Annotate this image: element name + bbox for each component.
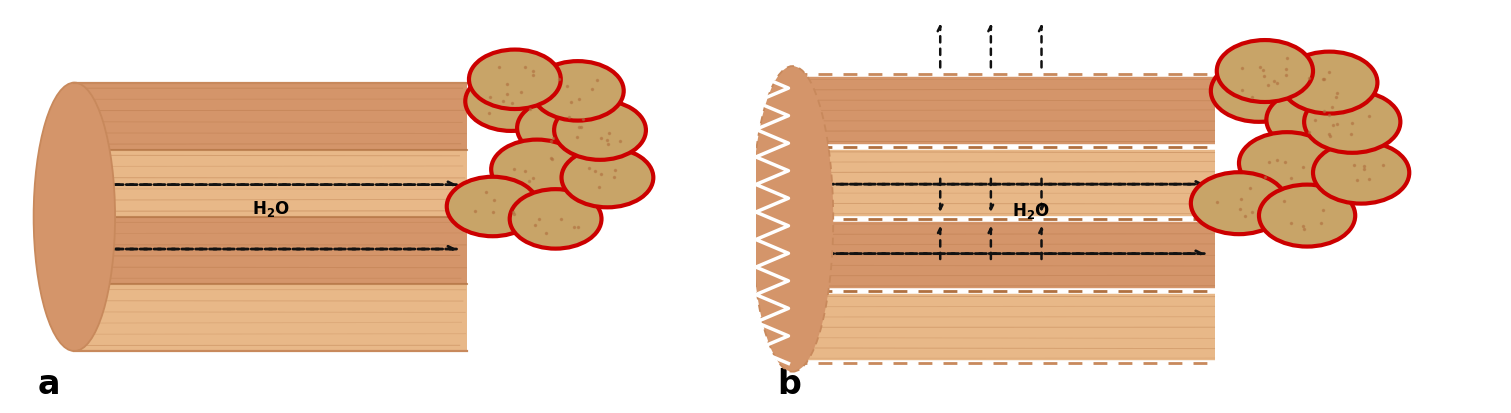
Ellipse shape <box>517 98 609 158</box>
Ellipse shape <box>447 177 538 236</box>
Ellipse shape <box>1216 40 1313 102</box>
FancyBboxPatch shape <box>792 147 1215 219</box>
FancyBboxPatch shape <box>792 291 1215 363</box>
Text: $\mathbf{H_2O}$: $\mathbf{H_2O}$ <box>251 199 290 218</box>
Text: $\mathbf{H_2O}$: $\mathbf{H_2O}$ <box>1012 201 1050 221</box>
FancyBboxPatch shape <box>74 150 467 217</box>
Ellipse shape <box>1313 142 1410 204</box>
Ellipse shape <box>1191 172 1287 234</box>
FancyBboxPatch shape <box>74 284 467 351</box>
Text: a: a <box>38 368 60 401</box>
Ellipse shape <box>1304 91 1401 153</box>
Ellipse shape <box>752 66 833 372</box>
FancyBboxPatch shape <box>74 83 467 150</box>
Ellipse shape <box>1281 52 1378 114</box>
Ellipse shape <box>1210 60 1307 122</box>
Ellipse shape <box>532 61 624 121</box>
Ellipse shape <box>1239 132 1336 194</box>
Ellipse shape <box>1259 185 1355 247</box>
Ellipse shape <box>465 71 558 131</box>
Ellipse shape <box>1266 89 1363 151</box>
Ellipse shape <box>33 83 115 351</box>
Ellipse shape <box>555 100 645 160</box>
FancyBboxPatch shape <box>74 217 467 284</box>
Ellipse shape <box>509 189 601 249</box>
FancyBboxPatch shape <box>792 219 1215 291</box>
FancyBboxPatch shape <box>792 74 1215 147</box>
Ellipse shape <box>468 50 561 109</box>
Ellipse shape <box>491 140 583 199</box>
Text: b: b <box>778 368 802 401</box>
Ellipse shape <box>562 148 653 207</box>
